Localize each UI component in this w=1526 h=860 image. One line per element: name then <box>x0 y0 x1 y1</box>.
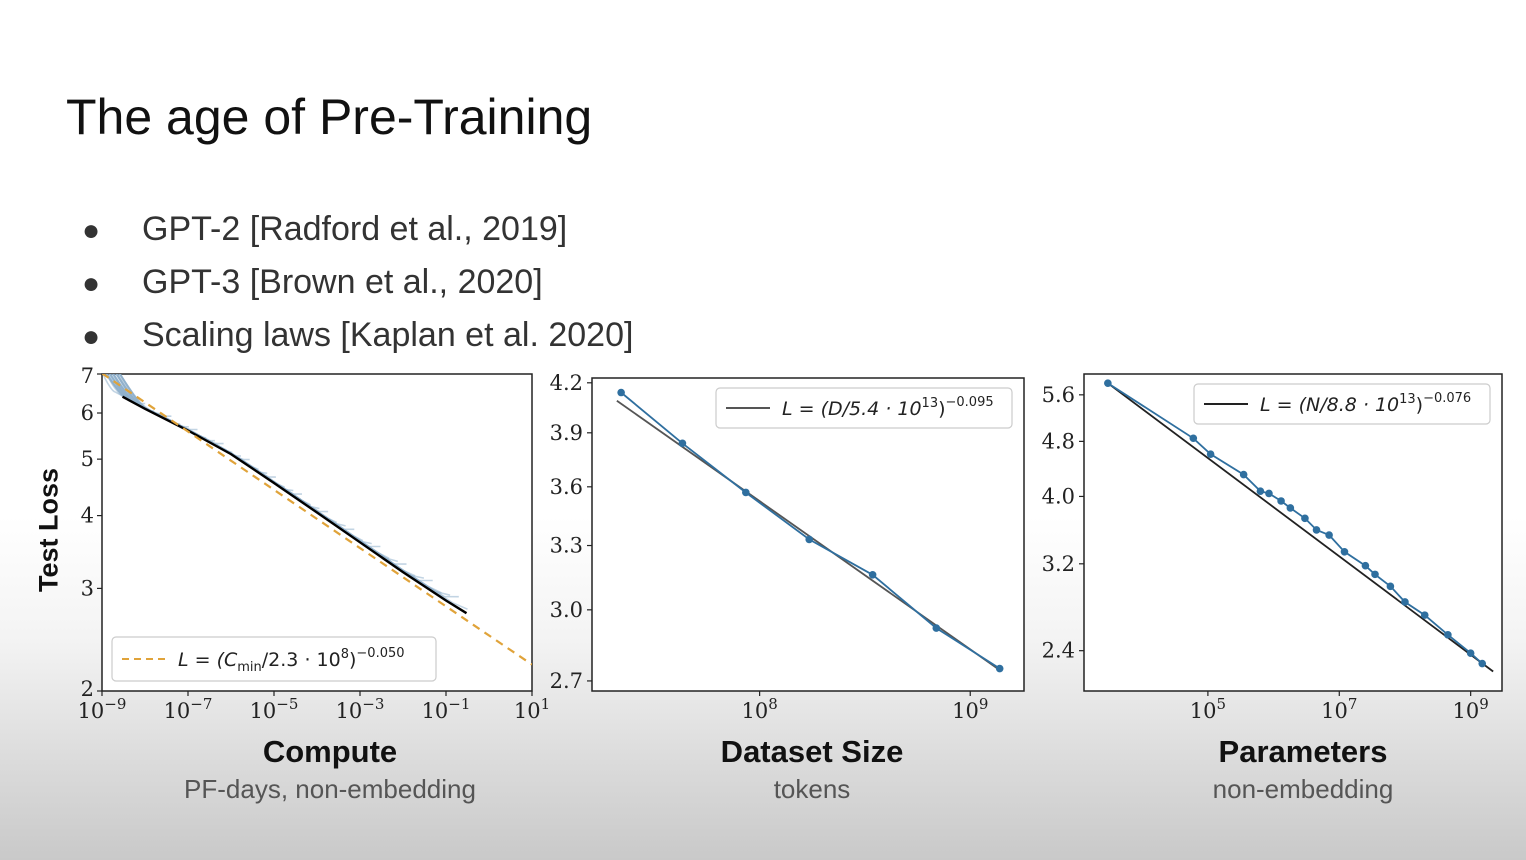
x-tick-label: 107 <box>1321 695 1357 723</box>
compute-x-axis-label: Compute <box>262 734 398 769</box>
y-tick-label: 3.6 <box>550 475 583 499</box>
y-tick-label: 2.4 <box>1042 639 1075 663</box>
parameters-x-axis-label: Parameters <box>1218 734 1388 769</box>
compute-x-axis-sublabel: PF-days, non-embedding <box>184 774 476 804</box>
parameters-data-point <box>1206 450 1215 459</box>
dataset-data-point <box>995 664 1004 673</box>
x-tick-label: 105 <box>1190 695 1226 723</box>
parameters-data-point <box>1444 630 1452 639</box>
y-tick-label: 4.8 <box>1042 429 1075 453</box>
x-tick-label: 101 <box>514 695 550 723</box>
legend-frame <box>715 387 1013 429</box>
parameters-data-point <box>1325 531 1333 539</box>
parameters-plot-frame <box>1083 373 1503 692</box>
parameters-data-point <box>1277 497 1285 505</box>
y-tick-label: 6 <box>81 401 94 425</box>
x-tick-label: 109 <box>1453 695 1489 723</box>
dataset-plot-area <box>616 388 1004 673</box>
dataset-x-axis-label: Dataset Size <box>720 734 904 769</box>
compute-fit-line <box>102 374 532 666</box>
dataset-data-point <box>742 488 750 497</box>
y-tick-label: 2.7 <box>550 669 583 693</box>
parameters-data-point <box>1189 434 1198 443</box>
bullet-item: ● GPT-2 [Radford et al., 2019] <box>82 210 567 249</box>
bullet-text: GPT-2 [Radford et al., 2019] <box>142 210 568 248</box>
x-tick-label: 108 <box>741 695 777 723</box>
parameters-data-point <box>1256 487 1265 495</box>
bullet-text: GPT-3 [Brown et al., 2020] <box>142 263 543 301</box>
dataset-x-axis-sublabel: tokens <box>773 774 851 804</box>
parameters-plot-area <box>1104 379 1494 673</box>
parameters-data-point <box>1239 470 1248 479</box>
bullet-dot-icon: ● <box>82 214 101 247</box>
parameters-data-point <box>1420 611 1429 619</box>
y-tick-label: 3.3 <box>550 534 583 558</box>
parameters-data-point <box>1361 561 1370 570</box>
dataset-data-point <box>678 439 687 448</box>
x-tick-label: 10−3 <box>336 695 385 723</box>
y-tick-label: 3.0 <box>550 598 583 622</box>
y-tick-label: 4.0 <box>1042 484 1075 508</box>
y-tick-label: 5.6 <box>1042 383 1075 407</box>
legend-frame <box>1193 383 1491 425</box>
parameters-data-point <box>1265 489 1273 498</box>
parameters-data-point <box>1386 582 1395 591</box>
legend-label: L = (D/5.4 · 1013)−0.095 <box>782 395 994 420</box>
x-tick-label: 10−9 <box>78 695 127 723</box>
parameters-x-axis-sublabel: non-embedding <box>1212 774 1394 804</box>
y-tick-label: 4.2 <box>550 371 583 395</box>
parameters-data-point <box>1286 504 1295 512</box>
parameters-data-point <box>1312 526 1321 534</box>
bullet-text: Scaling laws [Kaplan et al. 2020] <box>142 316 634 354</box>
parameters-data-point <box>1104 379 1112 387</box>
dataset-legend: L = (D/5.4 · 1013)−0.095 <box>715 387 1013 429</box>
y-tick-label: 3.9 <box>550 421 583 445</box>
parameters-series-line <box>1107 382 1483 665</box>
parameters-data-point <box>1301 514 1309 523</box>
compute-y-axis-label: Test Loss <box>33 467 64 593</box>
parameters-fit-line <box>1107 382 1494 673</box>
x-tick-label: 10−5 <box>250 695 299 723</box>
parameters-data-point <box>1401 598 1409 606</box>
legend-frame <box>111 636 437 682</box>
dataset-data-point <box>617 388 625 397</box>
x-tick-label: 109 <box>952 695 988 723</box>
bullet-dot-icon: ● <box>82 320 101 353</box>
dataset-data-point <box>805 535 814 544</box>
y-tick-label: 2 <box>81 677 94 701</box>
y-tick-label: 3 <box>81 576 94 600</box>
parameters-data-point <box>1371 570 1379 579</box>
parameters-data-point <box>1340 547 1349 556</box>
y-tick-label: 7 <box>81 364 94 388</box>
compute-legend: L = (Cmin/2.3 · 108)−0.050 <box>111 636 437 682</box>
slide-title: The age of Pre-Training <box>66 89 593 145</box>
legend-label: L = (Cmin/2.3 · 108)−0.050 <box>178 646 405 675</box>
y-tick-label: 5 <box>81 447 94 471</box>
y-tick-label: 4 <box>81 504 94 528</box>
parameters-data-point <box>1478 659 1487 668</box>
bullet-item: ● GPT-3 [Brown et al., 2020] <box>82 263 543 302</box>
dataset-data-point <box>932 624 941 632</box>
bullet-item: ● Scaling laws [Kaplan et al. 2020] <box>82 316 633 355</box>
y-tick-label: 3.2 <box>1042 552 1075 576</box>
legend-label: L = (N/8.8 · 1013)−0.076 <box>1260 391 1471 416</box>
x-tick-label: 10−7 <box>164 695 213 723</box>
compute-plot-area <box>102 374 532 666</box>
dataset-data-point <box>868 570 877 579</box>
compute-frontier-line <box>121 395 468 615</box>
parameters-legend: L = (N/8.8 · 1013)−0.076 <box>1193 383 1491 425</box>
bullet-dot-icon: ● <box>82 267 101 300</box>
parameters-data-point <box>1466 649 1475 658</box>
x-tick-label: 10−1 <box>422 695 471 723</box>
